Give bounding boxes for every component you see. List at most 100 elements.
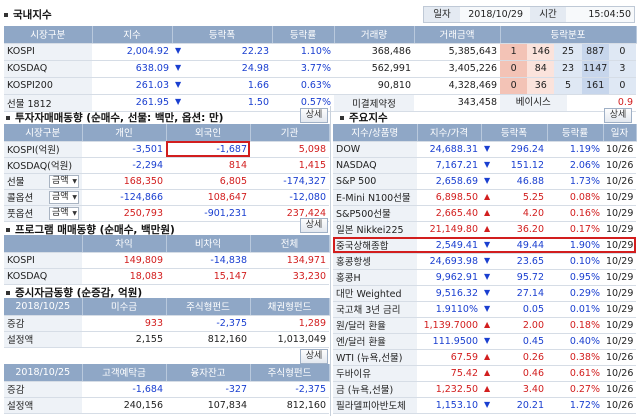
index-change: ▼ 46.88: [481, 173, 547, 190]
investor-detail-button[interactable]: 상세: [300, 108, 328, 123]
index-name: E-Mini N100선물: [333, 189, 417, 206]
value-cell: -901,231: [166, 205, 250, 222]
value-cell: -327: [166, 381, 250, 398]
index-rate: 0.29%: [547, 285, 603, 302]
value-cell: -2,294: [82, 157, 166, 174]
index-rate: 2.06%: [547, 157, 603, 174]
index-date: 10/29: [603, 189, 636, 206]
change-value: 2.00: [522, 319, 544, 331]
change-value: 0.46: [522, 367, 544, 379]
major-col-header: 지수/상품명: [333, 124, 418, 142]
row-label: 설정액: [7, 335, 34, 346]
time-label: 시간: [530, 7, 566, 22]
index-rate: 0.01%: [547, 301, 603, 318]
investor-col-header: 외국인: [166, 124, 251, 142]
distribution-count: 5: [554, 77, 582, 93]
value-cell: 1,415: [250, 157, 329, 174]
change-value: 3.40: [522, 383, 544, 395]
page-title: 국내지수: [4, 7, 52, 22]
deposit2-table: 2018/10/25 고객예탁금 융자잔고 주식형펀드 증감 -1,684 -327 -2,…: [4, 364, 330, 414]
value-cell: 814: [166, 157, 250, 174]
down-arrow-icon: ▼: [484, 335, 491, 345]
up-arrow-icon: ▲: [484, 191, 491, 201]
change-value: 95.72: [516, 271, 544, 283]
amount-select[interactable]: 금액: [49, 207, 79, 220]
index-rate: 1.90%: [547, 237, 603, 254]
distribution-bar: 1 146 25 887 0: [500, 43, 636, 59]
index-change: ▼ 0.45: [481, 333, 547, 350]
value-cell: -12,080: [250, 189, 329, 206]
major-detail-button[interactable]: 상세: [604, 108, 632, 123]
distribution-cell: 1 146 25 887 0: [500, 43, 636, 61]
table-row: 홍콩H 9,962.91 ▼ 95.72 0.95% 10/29: [333, 269, 636, 286]
index-value: 2,004.92: [92, 43, 172, 61]
table-row: 홍콩항셍 24,693.98 ▼ 23.65 0.10% 10/29: [333, 253, 636, 270]
value-cell: -2,375: [250, 381, 329, 398]
change-value: 151.12: [510, 159, 544, 171]
up-arrow-icon: ▲: [484, 319, 491, 329]
index-date: 10/26: [603, 157, 636, 174]
investor-title: 투자자매매동향 (순매수, 선물: 백만, 옵션: 만): [6, 110, 223, 125]
table-row: KOSDAQ(억원) -2,294 814 1,415: [4, 157, 329, 174]
down-arrow-icon: ▼: [175, 80, 182, 89]
index-change: ▲ 0.46: [481, 365, 547, 382]
index-change: ▼ 296.24: [481, 141, 547, 158]
deposit-col-header: 2018/10/25: [4, 298, 83, 316]
table-row: S&P500선물 2,665.40 ▲ 4.20 0.16% 10/29: [333, 205, 636, 222]
futures-name: 선물 1812: [4, 94, 92, 112]
down-arrow-icon: ▼: [484, 255, 491, 265]
index-name: 홍콩H: [333, 269, 417, 286]
index-price: 2,658.69: [417, 173, 481, 190]
basis-label: 베이시스: [500, 94, 567, 110]
program-detail-button[interactable]: 상세: [300, 218, 328, 233]
row-label-cell: 설정액: [4, 331, 82, 348]
table-row: NASDAQ 7,167.21 ▼ 151.12 2.06% 10/26: [333, 157, 636, 174]
rate-value: 0.63%: [272, 77, 334, 95]
date-label: 일자: [424, 7, 460, 22]
open-interest-value: 343,458: [414, 94, 500, 112]
program-title: 프로그램 매매동향 (순매수, 백만원): [6, 222, 175, 237]
index-price: 1.9110%: [417, 301, 481, 318]
table-row: KOSPI 149,809 -14,838 134,971: [4, 252, 329, 269]
table-row: 증감 933 -2,375 1,289: [4, 315, 329, 332]
change-value: 49.44: [516, 239, 544, 251]
index-name: 두바이유: [333, 365, 417, 382]
index-value: 638.09: [92, 60, 172, 78]
up-arrow-icon: ▲: [484, 351, 491, 361]
value-cell: -124,866: [82, 189, 166, 206]
deposit-table: 2018/10/25 미수금 주식형펀드 채권형펀드 증감 933 -2,375 1,289…: [4, 298, 330, 348]
index-price: 111.9500: [417, 333, 481, 350]
value-cell: 15,147: [166, 268, 250, 285]
index-change: ▼ 23.65: [481, 253, 547, 270]
index-price: 2,665.40: [417, 205, 481, 222]
index-name: WTI (뉴욕,선물): [333, 349, 417, 366]
amount-select[interactable]: 금액: [49, 175, 79, 188]
index-price: 21,149.80: [417, 221, 481, 238]
index-date: 10/29: [603, 221, 636, 238]
table-row: S&P 500 2,658.69 ▼ 46.88 1.73% 10/26: [333, 173, 636, 190]
table-row: KOSPI 2,004.92 ▼ 22.23 1.10% 368,486 5,385,643…: [4, 43, 636, 61]
index-name: 홍콩항셍: [333, 253, 417, 270]
value-cell: 6,805: [166, 173, 250, 190]
date-time-bar: 일자 2018/10/29 시간 15:04:50: [423, 6, 635, 23]
amount-select[interactable]: 금액: [49, 191, 79, 204]
down-arrow-icon: ▼: [484, 399, 491, 409]
index-name: S&P 500: [333, 173, 417, 190]
distribution-bar: 0 84 23 1147 3: [500, 60, 636, 76]
row-label-cell: 설정액: [4, 397, 82, 414]
domestic-col-header: 지수: [92, 26, 173, 44]
table-row: 금 (뉴욕,선물) 1,232.50 ▲ 3.40 0.27% 10/26: [333, 381, 636, 398]
domestic-col-header: 등락폭: [172, 26, 273, 44]
value-cell: 33,230: [250, 268, 329, 285]
value-cell: -3,501: [82, 141, 166, 158]
row-label: KOSDAQ: [7, 270, 48, 282]
index-date: 10/29: [603, 253, 636, 270]
row-label: 풋옵션: [7, 209, 34, 220]
index-date: 10/29: [603, 237, 636, 254]
change-value: 22.23: [241, 46, 269, 57]
deposit2-col-header: 고객예탁금: [82, 364, 167, 382]
value-cell: -1,684: [82, 381, 166, 398]
table-row: 국고채 3년 금리 1.9110% ▼ 0.05 0.01% 10/29: [333, 301, 636, 318]
value-cell: -2,375: [166, 315, 250, 332]
deposit-detail-button[interactable]: 상세: [300, 349, 328, 364]
